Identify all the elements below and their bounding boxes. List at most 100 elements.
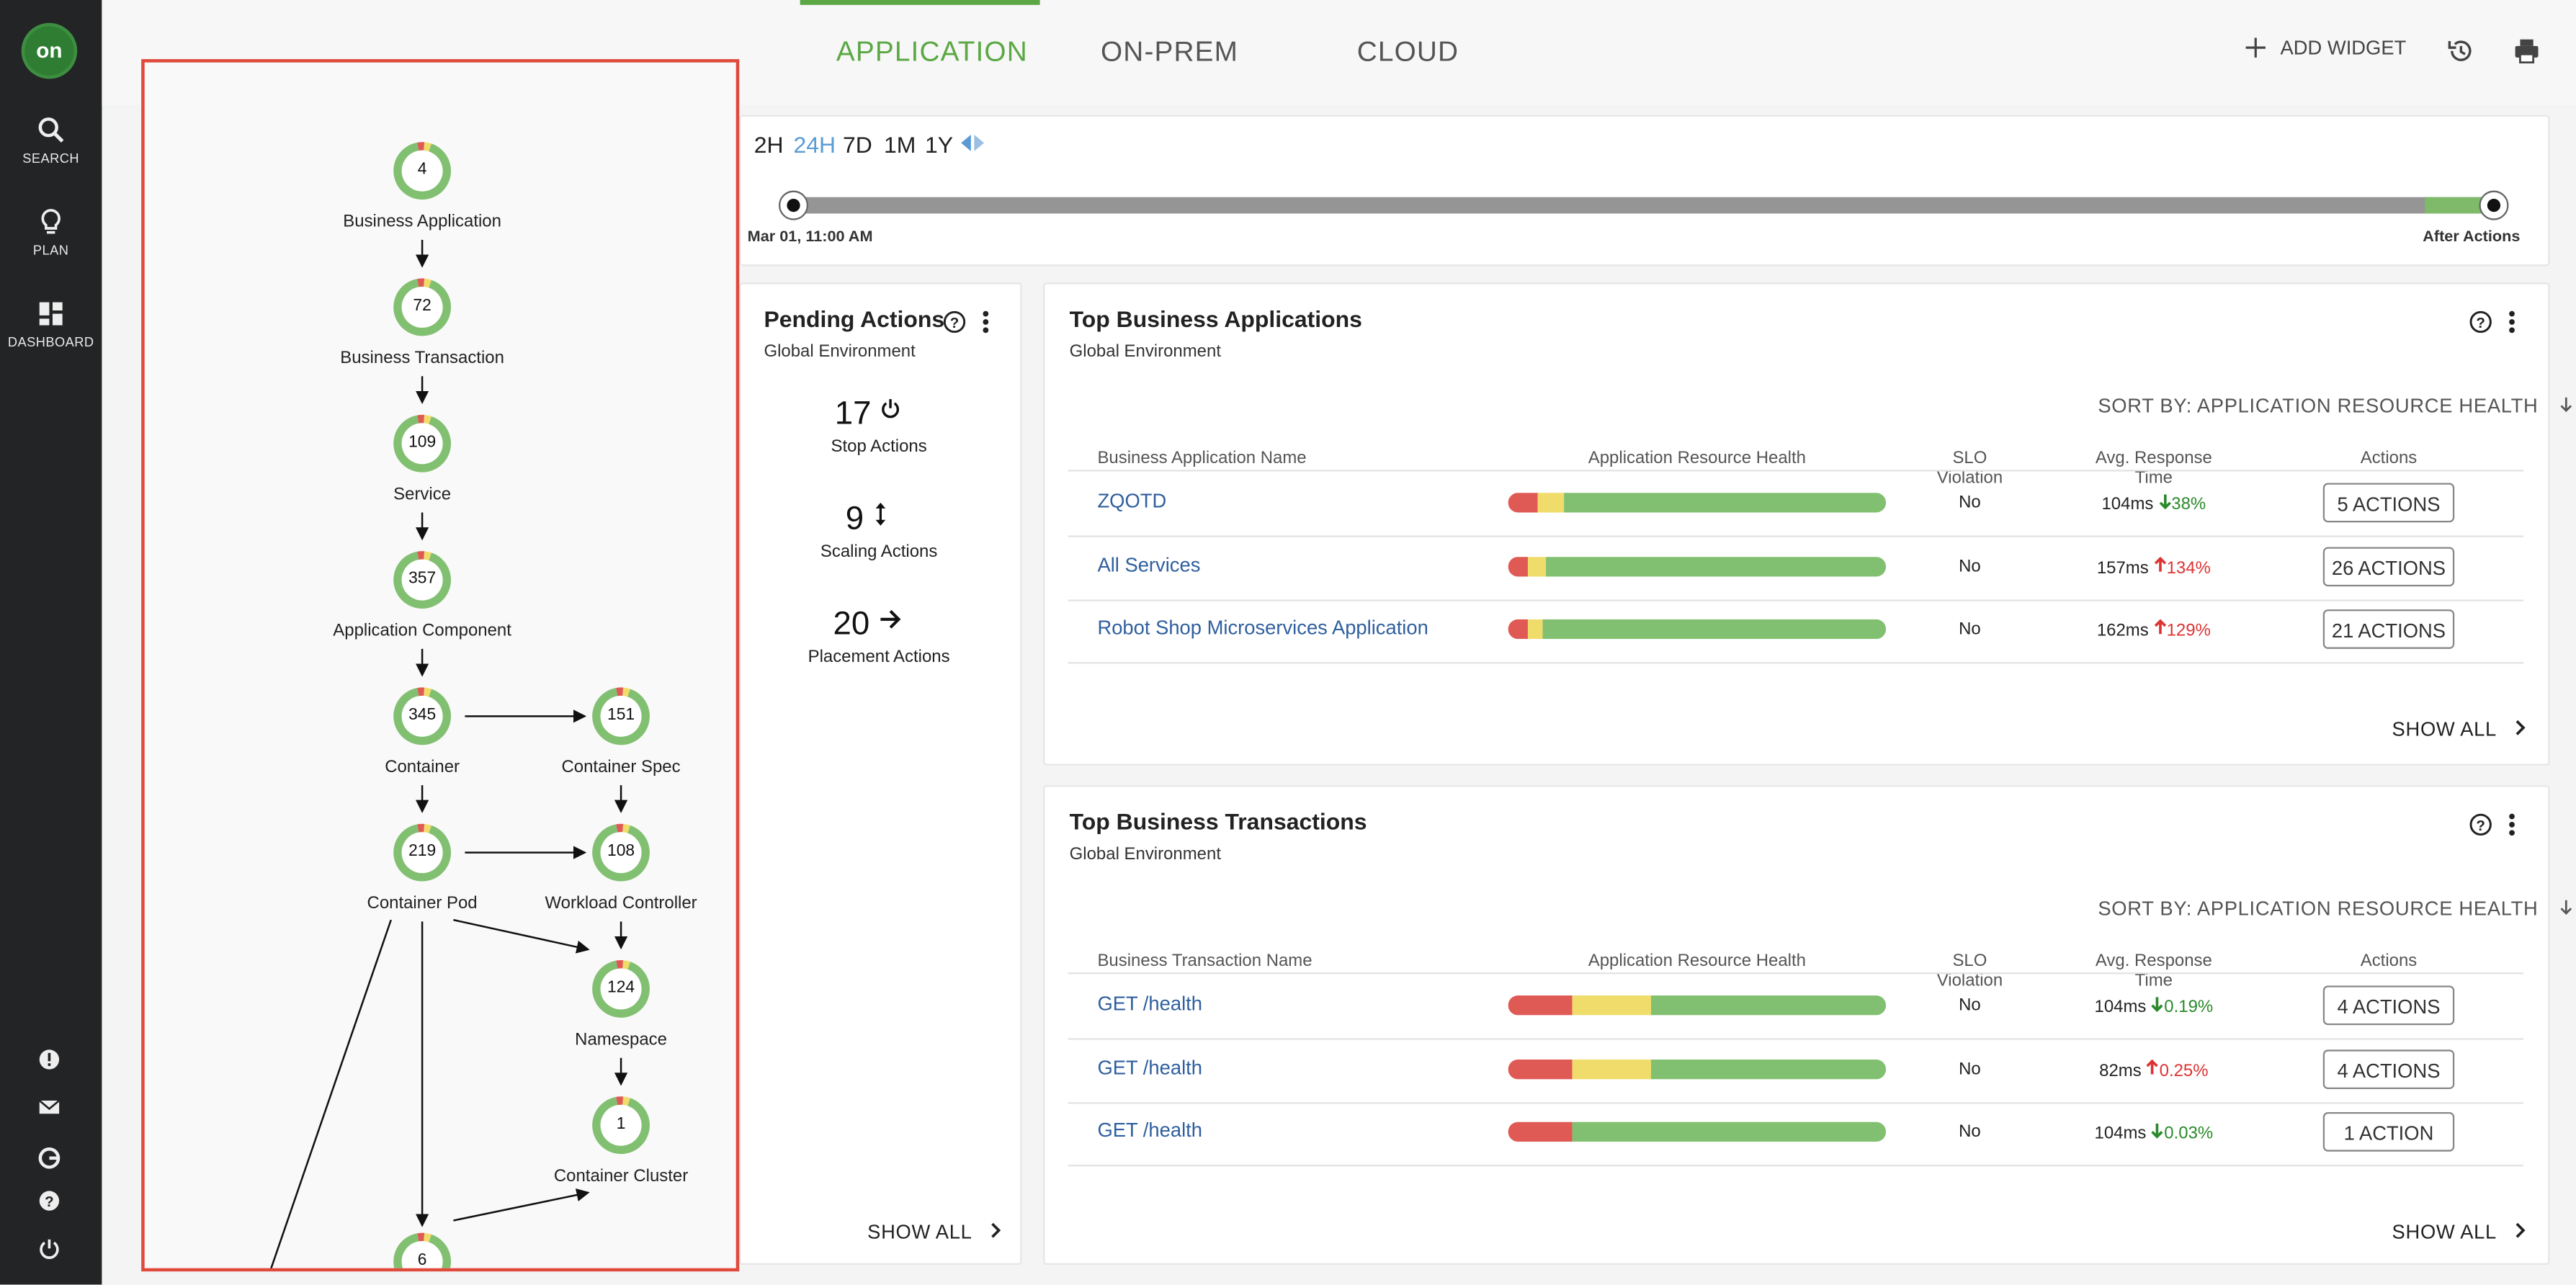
pending-actions-subtitle: Global Environment [764, 341, 916, 362]
arrow-down-icon [2152, 997, 2164, 1013]
dashboard-icon [39, 302, 63, 326]
mail-icon[interactable] [37, 1096, 61, 1119]
print-icon[interactable] [2512, 36, 2541, 66]
column-header[interactable]: Avg. Response Time [2095, 951, 2212, 991]
node-count: 151 [607, 706, 635, 725]
row-actions-button[interactable]: 5 ACTIONS [2322, 483, 2455, 523]
supply-chain-node-label[interactable]: Container Spec [561, 757, 681, 777]
supply-chain-node-vm[interactable]: 6 [391, 1230, 454, 1268]
supply-chain-node-label[interactable]: Namespace [575, 1029, 667, 1050]
top-apps-show-all-button[interactable]: SHOW ALL [2392, 718, 2528, 741]
row-actions-button[interactable]: 4 ACTIONS [2322, 1049, 2455, 1088]
scaling-actions-count[interactable]: 9 [753, 501, 983, 539]
supply-chain-node-cs[interactable]: 151 [590, 685, 653, 748]
app-logo[interactable]: on [24, 26, 74, 76]
sidebar-item-dashboard[interactable]: DASHBOARD [0, 299, 102, 350]
google-icon[interactable] [37, 1147, 61, 1170]
top-txns-sort-button[interactable]: SORT BY: APPLICATION RESOURCE HEALTH [2098, 897, 2574, 920]
more-icon[interactable] [2505, 309, 2518, 335]
response-delta: 0.19% [2164, 997, 2214, 1017]
row-name-link[interactable]: GET /health [1097, 992, 1203, 1016]
sidebar-item-plan[interactable]: PLAN [0, 207, 102, 258]
sort-label: SORT BY: APPLICATION RESOURCE HEALTH [2098, 897, 2539, 921]
row-actions-button[interactable]: 21 ACTIONS [2322, 609, 2455, 649]
timeline-end-handle[interactable] [2479, 190, 2509, 220]
count-value: 9 [845, 501, 864, 537]
placement-actions-count[interactable]: 20 [753, 606, 983, 644]
supply-chain-node-bt[interactable]: 72 [391, 276, 454, 339]
avg-response-time: 82ms 0.25% [2078, 1058, 2230, 1080]
supply-chain-node-label[interactable]: Service [393, 484, 452, 505]
tab-application[interactable]: APPLICATION [836, 36, 1028, 68]
tab-cloud[interactable]: CLOUD [1356, 36, 1459, 68]
help-icon[interactable]: ? [2469, 813, 2492, 836]
row-name-link[interactable]: All Services [1097, 552, 1201, 576]
column-header[interactable]: SLO Violation [1936, 448, 2003, 488]
supply-chain-node-ac[interactable]: 357 [391, 549, 454, 612]
row-name-link[interactable]: Robot Shop Microservices Application [1097, 616, 1428, 640]
top-apps-sort-button[interactable]: SORT BY: APPLICATION RESOURCE HEALTH [2098, 394, 2574, 417]
column-header[interactable]: Actions [2360, 951, 2418, 971]
stop-actions-count[interactable]: 17 [753, 396, 983, 434]
supply-chain-node-label[interactable]: Container [385, 757, 460, 777]
health-normal-segment [1542, 619, 1887, 640]
supply-chain-node-svc[interactable]: 109 [391, 412, 454, 475]
column-header[interactable]: Business Application Name [1097, 448, 1307, 468]
supply-chain-node-label[interactable]: Container Cluster [553, 1166, 689, 1186]
range-1y[interactable]: 1Y [924, 131, 954, 158]
health-donut [393, 414, 452, 473]
sidebar-item-label: DASHBOARD [7, 335, 94, 350]
range-2h[interactable]: 2H [753, 131, 784, 158]
supply-chain-node-label[interactable]: Business Application [343, 212, 501, 232]
pending-show-all-button[interactable]: SHOW ALL [867, 1220, 1003, 1243]
row-name-link[interactable]: GET /health [1097, 1119, 1203, 1142]
top-txns-subtitle: Global Environment [1069, 844, 1221, 864]
column-header[interactable]: Business Transaction Name [1097, 951, 1312, 971]
node-count: 109 [408, 434, 437, 452]
row-name-link[interactable]: GET /health [1097, 1055, 1203, 1079]
supply-chain-node-label[interactable]: Application Component [333, 621, 511, 641]
help-icon[interactable]: ? [2469, 310, 2492, 333]
sidebar-item-label: PLAN [32, 243, 69, 259]
power-icon[interactable] [37, 1237, 61, 1260]
timeline-panel [739, 115, 2550, 267]
history-icon[interactable] [2446, 36, 2476, 66]
search-icon [38, 117, 64, 143]
timeline-end-label: After Actions [2423, 228, 2521, 247]
add-widget-button[interactable]: ADD WIDGET [2244, 36, 2406, 59]
row-actions-button[interactable]: 4 ACTIONS [2322, 985, 2455, 1026]
help-icon[interactable]: ? [37, 1189, 61, 1212]
range-24h[interactable]: 24H [793, 131, 836, 158]
column-header[interactable]: Actions [2360, 448, 2418, 468]
column-header[interactable]: Application Resource Health [1588, 951, 1806, 971]
response-delta: 134% [2166, 558, 2211, 578]
range-7d[interactable]: 7D [842, 131, 872, 158]
timeline-nav-arrows-icon[interactable] [960, 133, 985, 153]
supply-chain-node-cc[interactable]: 1 [590, 1094, 653, 1157]
range-1m[interactable]: 1M [883, 131, 916, 158]
supply-chain-node-label[interactable]: Container Pod [367, 893, 478, 914]
top-txns-show-all-button[interactable]: SHOW ALL [2392, 1220, 2528, 1243]
supply-chain-node-pod[interactable]: 219 [391, 821, 454, 884]
row-name-link[interactable]: ZQOTD [1097, 489, 1167, 513]
more-icon[interactable] [979, 309, 992, 335]
column-header[interactable]: Avg. Response Time [2095, 448, 2212, 488]
help-icon[interactable]: ? [943, 310, 966, 333]
supply-chain-node-label[interactable]: Business Transaction [340, 348, 504, 368]
supply-chain-node-ba[interactable]: 4 [391, 140, 454, 202]
row-actions-button[interactable]: 1 ACTION [2322, 1111, 2455, 1152]
timeline-start-handle[interactable] [779, 190, 809, 220]
supply-chain-node-ns[interactable]: 124 [590, 958, 653, 1021]
row-actions-button[interactable]: 26 ACTIONS [2322, 546, 2455, 586]
supply-chain-node-label[interactable]: Workload Controller [545, 893, 697, 914]
sidebar-item-search[interactable]: SEARCH [0, 115, 102, 166]
timeline-track[interactable] [793, 197, 2494, 214]
supply-chain-node-wc[interactable]: 108 [590, 821, 653, 884]
column-header[interactable]: SLO Violation [1936, 951, 2003, 991]
supply-chain-node-ctr[interactable]: 345 [391, 685, 454, 748]
more-icon[interactable] [2505, 812, 2518, 838]
tab-on-prem[interactable]: ON-PREM [1101, 36, 1239, 68]
alert-icon[interactable] [37, 1048, 61, 1071]
column-header[interactable]: Application Resource Health [1588, 448, 1806, 468]
resize-icon [876, 502, 887, 526]
